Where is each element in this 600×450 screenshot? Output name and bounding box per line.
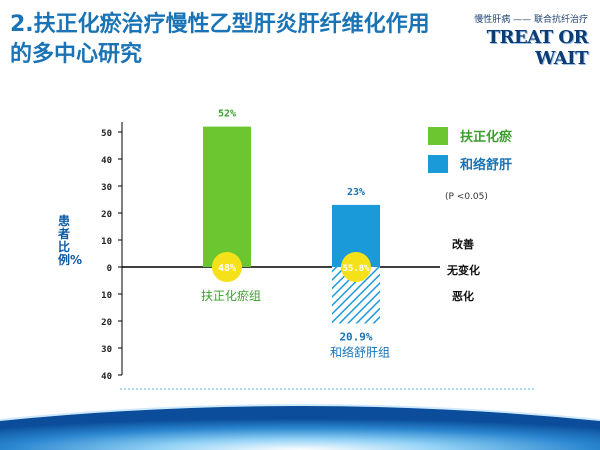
category-label-2: 和络舒肝组 — [330, 344, 390, 359]
data-label-nochange-1: 48% — [218, 263, 236, 274]
nochange-circle-1 — [212, 252, 242, 282]
y-tick-label: 20 — [101, 210, 112, 220]
chart-axes — [118, 122, 440, 376]
legend-swatch-green — [428, 127, 448, 145]
y-tick-label: 40 — [101, 156, 112, 166]
y-tick-label: 40 — [101, 372, 112, 382]
data-label-worse-2: 20.9% — [339, 330, 372, 343]
logo-brand: TREAT OR WAIT — [486, 27, 589, 69]
data-label-improve-1: 52% — [218, 109, 236, 120]
legend-label-blue: 和络舒肝 — [460, 157, 512, 173]
y-axis-label: 患者比例% — [58, 214, 83, 267]
decorative-bottom-band — [0, 390, 600, 450]
p-value: (P <0.05) — [445, 192, 488, 202]
legend-swatch-blue — [428, 155, 448, 173]
y-tick-label: 20 — [101, 318, 112, 328]
legend-label-green: 扶正化瘀 — [460, 129, 513, 145]
nochange-circle-2 — [341, 252, 371, 282]
label-improve: 改善 — [452, 237, 474, 251]
y-tick-label: 30 — [101, 183, 112, 193]
y-tick-label: 0 — [107, 264, 112, 274]
right-labels: 改善 无变化 恶化 — [446, 237, 480, 303]
y-tick-labels: 50 40 30 20 10 0 10 20 30 40 — [101, 129, 112, 382]
y-tick-label: 10 — [101, 237, 112, 247]
data-label-nochange-2: 55.8% — [342, 264, 370, 274]
page-title: 2.扶正化瘀治疗慢性乙型肝炎肝纤维化作用的多中心研究 — [10, 12, 430, 67]
chart-bars — [203, 126, 380, 324]
label-worse: 恶化 — [452, 289, 474, 303]
y-tick-label: 30 — [101, 345, 112, 355]
label-nochange: 无变化 — [446, 263, 480, 277]
chart-labels: 52% 48% 扶正化瘀组 23% 20.9% 55.8% 和络舒肝组 — [201, 109, 390, 360]
y-tick-label: 50 — [101, 129, 112, 139]
legend: 扶正化瘀 和络舒肝 (P <0.05) — [428, 127, 513, 202]
bar-improve-1 — [203, 126, 251, 267]
category-label-1: 扶正化瘀组 — [201, 288, 261, 303]
y-tick-label: 10 — [101, 291, 112, 301]
logo-subtitle: 慢性肝病 —— 联合抗纤治疗 — [474, 15, 588, 25]
data-label-improve-2: 23% — [347, 187, 365, 198]
logo: 慢性肝病 —— 联合抗纤治疗 TREAT OR WAIT — [458, 12, 588, 69]
